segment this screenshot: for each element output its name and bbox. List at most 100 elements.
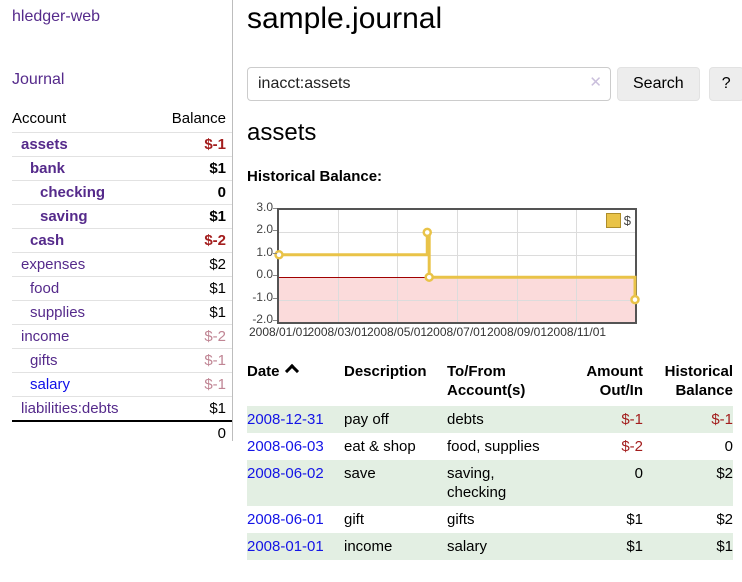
sidebar-account-balance: $1: [209, 400, 226, 417]
sidebar-item-journal[interactable]: Journal: [12, 71, 65, 88]
main-content: sample.journal ✕ Search ? assets Histori…: [233, 0, 742, 560]
sidebar-account-row: salary $-1: [12, 372, 232, 396]
column-header-balance[interactable]: Historical Balance: [664, 363, 733, 399]
chart-x-tick-label: 2008/07/01: [426, 325, 487, 339]
sort-asc-icon: [284, 363, 299, 379]
sidebar-account-balance: $1: [209, 304, 226, 321]
chart-legend-swatch-icon: [605, 213, 621, 228]
chart-plot-area: $: [274, 208, 640, 324]
register-cell-balance: $1: [716, 538, 733, 555]
sidebar-account-link[interactable]: checking: [40, 184, 106, 201]
register-row: 2008-06-02 save saving, checking 0 $2: [247, 460, 733, 506]
search-button[interactable]: Search: [617, 67, 700, 101]
chart-y-tick-label: -2.0: [252, 312, 273, 326]
sidebar-account-row: supplies $1: [12, 300, 232, 324]
register-cell-balance: 0: [724, 438, 733, 455]
column-header-date[interactable]: Date: [247, 362, 344, 406]
sidebar-account-balance: $1: [209, 208, 226, 225]
balance-chart: $ 3.0 2.0 1.0 0.0 -1.0 -2.0 2008/01/01 2008/03/…: [247, 194, 742, 344]
transaction-date-link[interactable]: 2008-06-03: [247, 438, 324, 455]
sidebar-account-link[interactable]: expenses: [21, 256, 86, 273]
sidebar-account-link[interactable]: assets: [21, 136, 68, 153]
register-cell-amount: $1: [626, 511, 643, 528]
sidebar-account-link[interactable]: gifts: [30, 352, 58, 369]
accounts-header-account: Account: [12, 110, 67, 127]
sidebar-account-link[interactable]: bank: [30, 160, 66, 177]
chart-v-gridline: [456, 210, 458, 322]
register-row: 2008-06-01 gift gifts $1 $2: [247, 506, 733, 533]
chart-v-gridline: [337, 210, 339, 322]
sidebar-account-row: checking 0: [12, 180, 232, 204]
register-cell-description: income: [344, 538, 393, 555]
chart-data-point-marker: [424, 272, 434, 282]
chart-data-point-marker: [630, 294, 640, 305]
clear-search-icon[interactable]: ✕: [589, 74, 602, 91]
sidebar-account-balance: $-2: [204, 328, 226, 345]
sidebar-account-balance: $1: [209, 280, 226, 297]
sidebar-account-link[interactable]: cash: [30, 232, 65, 249]
register-cell-accounts: gifts: [447, 511, 475, 528]
chart-y-tick-mark: [273, 208, 277, 209]
chart-y-tick-label: 0.0: [256, 267, 273, 282]
chart-title: Historical Balance:: [247, 168, 383, 185]
sidebar-account-link[interactable]: supplies: [30, 304, 86, 321]
register-cell-date: 2008-06-02: [247, 460, 344, 506]
accounts-total-value: 0: [217, 425, 226, 442]
register-table-body: 2008-12-31 pay off debts $-1 $-1 2008-06-03 ea…: [247, 406, 733, 560]
register-cell-date: 2008-01-01: [247, 533, 344, 560]
chart-series-line: [274, 227, 640, 305]
register-row: 2008-01-01 income salary $1 $1: [247, 533, 733, 560]
chart-data-point-marker: [274, 250, 284, 260]
sidebar-account-balance: $-1: [204, 376, 226, 393]
chart-data-point-marker: [422, 227, 433, 238]
column-header-description[interactable]: Description: [344, 363, 427, 380]
sidebar-account-link[interactable]: salary: [30, 376, 71, 393]
register-cell-balance: $2: [716, 465, 733, 482]
accounts-table-body: assets $-1 bank $1 checking 0 saving $1 cash $-2 e…: [12, 132, 232, 420]
search-input[interactable]: [247, 67, 611, 101]
transaction-date-link[interactable]: 2008-12-31: [247, 411, 324, 428]
chart-v-gridline: [397, 210, 399, 322]
help-button[interactable]: ?: [708, 67, 742, 101]
register-row: 2008-06-03 eat & shop food, supplies $-2 0: [247, 433, 733, 460]
register-cell-description: gift: [344, 511, 365, 528]
column-header-amount[interactable]: Amount Out/In: [586, 363, 643, 399]
sidebar-account-row: expenses $2: [12, 252, 232, 276]
register-cell-accounts: saving, checking: [447, 465, 507, 501]
sidebar-account-link[interactable]: food: [30, 280, 60, 297]
chart-y-tick-mark: [273, 230, 277, 232]
sidebar-account-balance: $-2: [204, 232, 226, 249]
chart-x-tick-label: 2008/01/01: [248, 325, 310, 339]
accounts-panel: Account Balance assets $-1 bank $1 checking 0…: [12, 110, 232, 445]
transaction-date-link[interactable]: 2008-06-02: [247, 465, 324, 482]
transaction-date-link[interactable]: 2008-06-01: [247, 511, 324, 528]
accounts-total-row: 0: [12, 420, 232, 445]
sidebar-account-row: cash $-2: [12, 228, 232, 252]
register-cell-date: 2008-06-01: [247, 506, 344, 533]
sidebar-account-row: food $1: [12, 276, 232, 300]
sidebar-account-row: income $-2: [12, 324, 232, 348]
account-page-title: assets: [247, 119, 317, 146]
sidebar-account-balance: $-1: [204, 136, 226, 153]
sidebar-account-link[interactable]: saving: [40, 208, 88, 225]
chart-x-tick-label: 2008/03/01: [307, 325, 368, 339]
register-table: Date Description To/From Account(s) Amou…: [247, 362, 733, 560]
register-cell-amount: $-2: [621, 438, 643, 455]
sidebar-account-row: saving $1: [12, 204, 232, 228]
register-cell-amount: $1: [626, 538, 643, 555]
register-cell-description: eat & shop: [344, 438, 416, 455]
transaction-date-link[interactable]: 2008-01-01: [247, 538, 324, 555]
column-header-accounts[interactable]: To/From Account(s): [447, 363, 526, 399]
chart-x-tick-label: 2008/09/01: [486, 325, 547, 339]
chart-legend-label: $: [623, 213, 631, 228]
page-title: sample.journal: [247, 2, 443, 35]
sidebar-account-row: bank $1: [12, 156, 232, 180]
register-row: 2008-12-31 pay off debts $-1 $-1: [247, 406, 733, 433]
chart-y-tick-label: 3.0: [256, 200, 273, 214]
sidebar-account-link[interactable]: income: [21, 328, 70, 345]
register-cell-description: pay off: [344, 411, 389, 428]
chart-y-tick-mark: [273, 297, 277, 299]
accounts-table-header: Account Balance: [12, 110, 232, 132]
app-title-link[interactable]: hledger-web: [12, 8, 101, 25]
sidebar-account-link[interactable]: liabilities:debts: [21, 400, 119, 417]
